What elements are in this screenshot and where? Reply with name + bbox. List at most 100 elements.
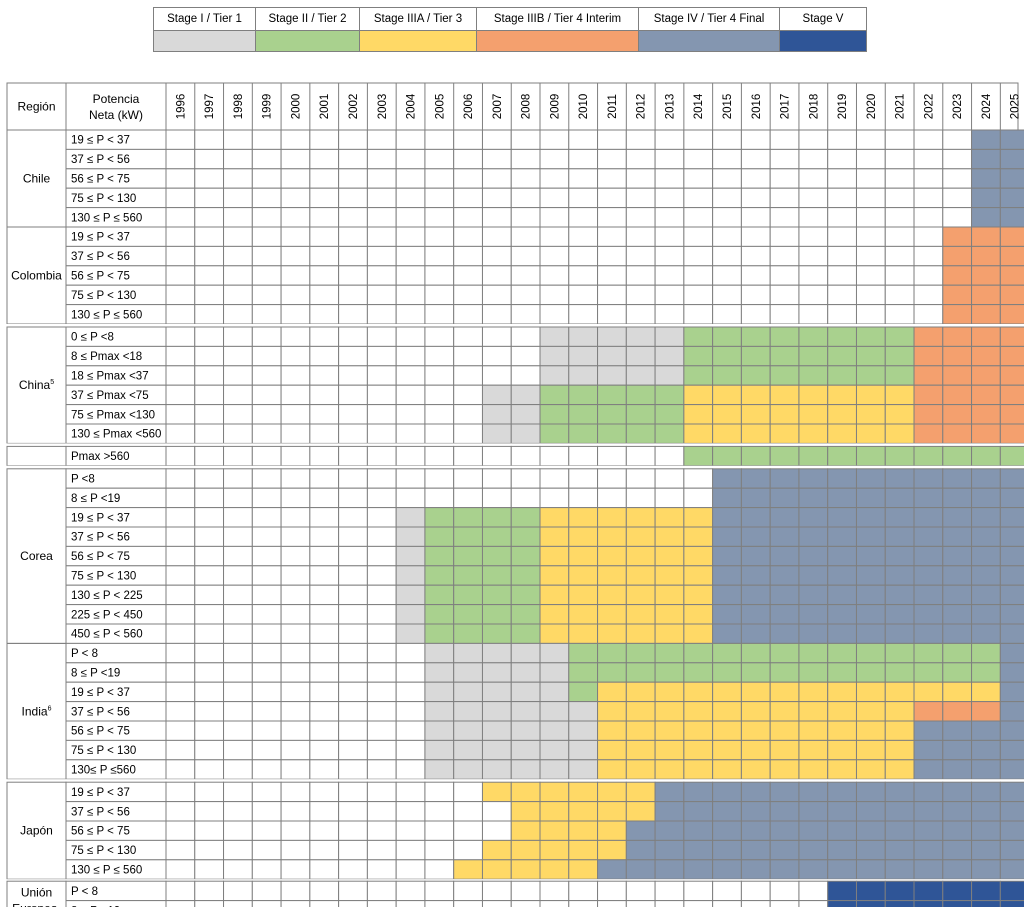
grid-cell [597,720,627,741]
grid-cell [165,623,196,644]
power-range-label: 75 ≤ P < 130 [71,571,136,583]
grid-cell [625,801,656,822]
grid-cell [366,129,397,150]
grid-cell [683,326,714,347]
grid-cell [712,245,742,267]
year-label: 2016 [751,94,763,120]
grid-cell [827,507,857,528]
grid-cell [999,445,1024,467]
grid-cell [453,604,483,625]
grid-cell [597,265,627,286]
grid-cell [309,404,340,425]
year-label: 2009 [549,94,561,120]
grid-cell [884,642,915,664]
grid-cell [971,526,1001,547]
grid-cell [395,423,426,444]
grid-cell [510,326,541,347]
grid-cell [712,207,742,228]
grid-cell [194,423,225,444]
grid-cell [223,526,253,547]
grid-cell [942,129,973,150]
grid-cell [769,245,800,267]
grid-cell [654,404,685,425]
grid-cell [654,759,685,780]
grid-cell [568,187,599,209]
grid-cell [424,187,455,209]
grid-cell [971,226,1001,247]
grid-cell [942,781,973,803]
grid-cell [625,623,656,644]
grid-cell [654,168,685,189]
grid-cell [424,526,455,547]
grid-cell [395,739,426,761]
grid-cell [395,384,426,406]
grid-cell [654,365,685,386]
grid-cell [971,604,1001,625]
power-range-label: 8 ≤ P <19 [71,905,120,907]
grid-cell [165,507,196,528]
grid-cell [942,507,973,528]
grid-cell [539,487,570,509]
grid-cell [884,148,915,170]
grid-cell [395,526,426,547]
grid-cell [510,487,541,509]
grid-cell [798,404,829,425]
grid-cell [366,526,397,547]
grid-cell [165,148,196,170]
grid-cell [481,739,512,761]
grid-cell [510,839,541,861]
grid-cell [539,284,570,306]
grid-cell [568,584,599,606]
legend-label-tier1: Stage I / Tier 1 [153,7,256,31]
grid-cell [683,207,714,228]
grid-cell [971,445,1001,467]
grid-cell [223,345,253,367]
grid-cell [884,384,915,406]
grid-cell [798,265,829,286]
year-label: 1997 [204,94,216,120]
grid-cell [597,168,627,189]
grid-cell [280,900,311,907]
grid-cell [395,801,426,822]
grid-cell [798,445,829,467]
grid-cell [395,900,426,907]
grid-cell [798,681,829,703]
grid-cell [280,245,311,267]
grid-cell [395,604,426,625]
grid-cell [395,642,426,664]
grid-cell [913,584,944,606]
grid-cell [740,900,771,907]
grid-cell [942,245,973,267]
grid-cell [309,820,340,841]
grid-cell [654,284,685,306]
grid-cell [539,304,570,325]
grid-cell [740,304,771,325]
grid-cell [625,526,656,547]
grid-cell [251,900,282,907]
grid-cell [942,681,973,703]
grid-cell [251,384,282,406]
grid-cell [683,304,714,325]
year-label: 2019 [837,94,849,120]
grid-cell [366,681,397,703]
year-label: 1998 [233,94,245,120]
grid-cell [827,187,857,209]
grid-cell [971,468,1001,489]
grid-cell [654,604,685,625]
grid-cell [740,820,771,841]
grid-cell [740,265,771,286]
grid-cell [165,781,196,803]
grid-cell [999,604,1024,625]
grid-cell [568,565,599,586]
grid-cell [913,701,944,722]
grid-cell [251,662,282,683]
grid-cell [453,526,483,547]
grid-cell [165,701,196,722]
grid-cell [481,226,512,247]
grid-cell [942,739,973,761]
grid-cell [539,207,570,228]
region-cell [6,445,67,467]
grid-cell [913,168,944,189]
grid-cell [481,781,512,803]
grid-cell [798,304,829,325]
